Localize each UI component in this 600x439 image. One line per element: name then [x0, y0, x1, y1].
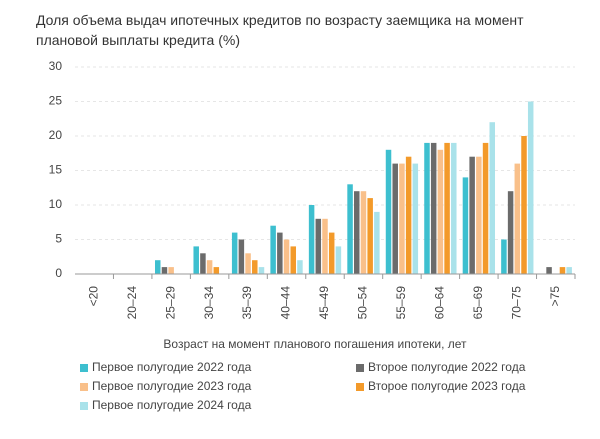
- bar: [559, 267, 566, 274]
- bar: [360, 191, 367, 274]
- bar: [451, 142, 457, 274]
- bar: [335, 246, 342, 274]
- legend-label: Второе полугодие 2022 года: [368, 360, 526, 374]
- bar: [430, 142, 437, 274]
- legend-label: Первое полугодие 2023 года: [92, 379, 252, 393]
- bar: [252, 260, 258, 274]
- bar: [444, 142, 450, 274]
- bar: [374, 211, 380, 274]
- y-tick-label: 20: [49, 128, 63, 142]
- x-tick-label: 40–44: [279, 286, 293, 320]
- legend-swatch: [80, 402, 88, 410]
- x-tick-label: 60–64: [433, 286, 447, 320]
- x-tick-label: 30–34: [202, 286, 216, 320]
- y-tick-label: 25: [49, 94, 63, 108]
- bar: [308, 205, 315, 274]
- bar: [514, 163, 521, 274]
- bar: [270, 225, 276, 274]
- bar: [238, 239, 245, 274]
- bar: [213, 267, 220, 274]
- bar: [489, 122, 495, 274]
- bar: [193, 246, 199, 274]
- bar: [168, 267, 174, 274]
- bar: [482, 142, 489, 274]
- bar: [507, 191, 514, 274]
- bar: [161, 267, 168, 274]
- legend-swatch: [80, 383, 88, 391]
- bar: [462, 177, 469, 274]
- bar: [290, 246, 296, 274]
- bar: [399, 163, 405, 274]
- bar: [200, 253, 206, 274]
- bar: [367, 198, 373, 274]
- x-axis-title: Возраст на момент планового погашения ип…: [163, 337, 467, 351]
- bar: [501, 239, 507, 274]
- x-tick-label: 70–75: [509, 286, 523, 320]
- y-tick-label: 0: [55, 266, 62, 280]
- bar: [328, 232, 335, 274]
- legend-label: Второе полугодие 2023 года: [368, 379, 526, 393]
- bar: [546, 267, 552, 274]
- bar: [231, 232, 238, 274]
- bar: [476, 156, 482, 274]
- bar: [354, 191, 360, 274]
- bar: [469, 156, 475, 274]
- bar: [258, 267, 265, 274]
- x-tick-label: 65–69: [471, 286, 485, 320]
- x-tick-label: <20: [86, 286, 100, 307]
- bar: [405, 156, 412, 274]
- y-tick-label: 15: [49, 163, 63, 177]
- bar: [347, 184, 353, 274]
- bar: [277, 232, 283, 274]
- legend-swatch: [80, 364, 88, 372]
- bar: [437, 149, 444, 274]
- y-tick-label: 10: [49, 197, 63, 211]
- x-tick-label: 45–49: [317, 286, 331, 320]
- bar: [322, 218, 328, 274]
- x-tick-label: >75: [548, 286, 562, 307]
- x-tick-label: 55–59: [394, 286, 408, 320]
- bar: [206, 260, 213, 274]
- legend-swatch: [356, 364, 364, 372]
- x-tick-label: 25–29: [163, 286, 177, 320]
- bar: [566, 267, 572, 274]
- bar: [155, 260, 161, 274]
- bar: [412, 163, 419, 274]
- x-tick-label: 20–24: [125, 286, 139, 320]
- bar: [392, 163, 398, 274]
- bar: [245, 253, 251, 274]
- bar: [424, 142, 430, 274]
- chart-title: Доля объема выдач ипотечных кредитов по …: [36, 12, 524, 48]
- bar: [527, 101, 534, 274]
- y-tick-label: 30: [49, 59, 63, 73]
- bar: [521, 136, 527, 274]
- bar: [297, 260, 303, 274]
- bar: [283, 239, 290, 274]
- legend-label: Первое полугодие 2022 года: [92, 360, 252, 374]
- legend-swatch: [356, 383, 364, 391]
- bar: [385, 149, 392, 274]
- legend-label: Первое полугодие 2024 года: [92, 398, 252, 412]
- bar: [315, 218, 322, 274]
- x-tick-label: 50–54: [356, 286, 370, 320]
- x-tick-label: 35–39: [240, 286, 254, 320]
- y-tick-label: 5: [55, 232, 62, 246]
